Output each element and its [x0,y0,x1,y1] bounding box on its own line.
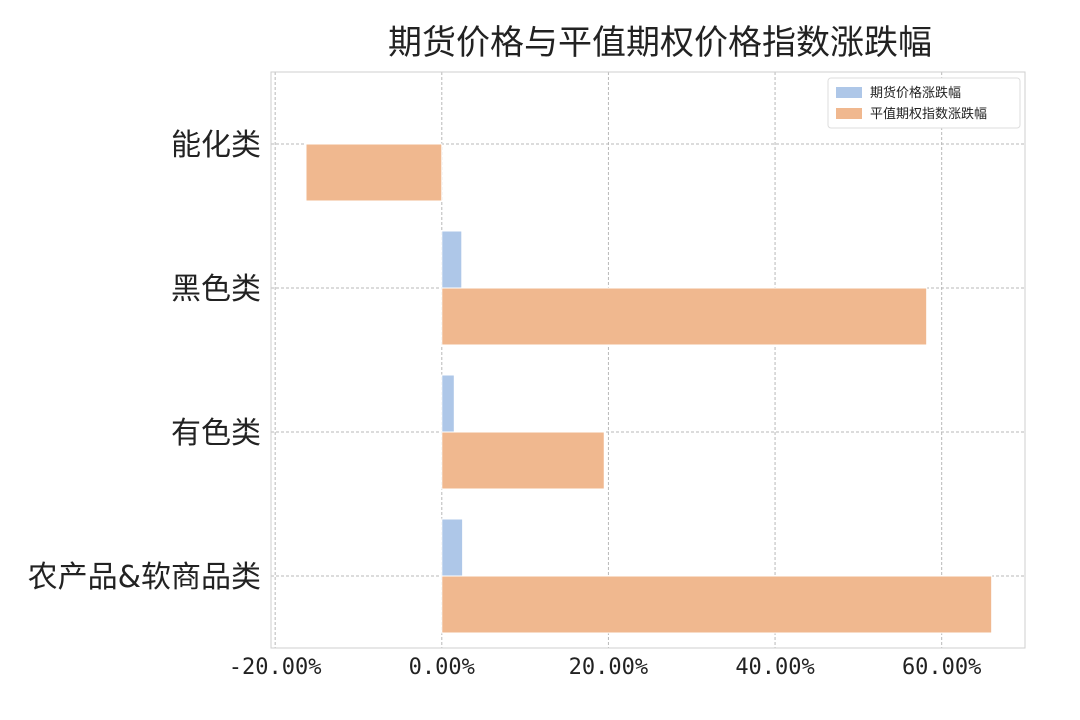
bar-atm-option-index-change [441,287,928,346]
category-label: 能化类 [171,128,261,163]
x-tick-label: 20.00% [569,655,648,680]
legend-label: 期货价格涨跌幅 [870,85,961,101]
x-tick-label: 40.00% [735,655,814,680]
category-label: 农产品&软商品类 [28,560,261,595]
plot-area-frame [270,71,1026,649]
bar-futures-change [441,230,463,289]
legend-swatch [836,108,862,119]
x-tick-label: 60.00% [902,655,981,680]
legend-swatch [836,87,862,98]
legend-label: 平值期权指数涨跌幅 [870,106,987,122]
x-tick-label: -20.00% [229,655,322,680]
y-axis-tick-labels: 农产品&软商品类 有色类 黑色类 能化类 [28,128,261,595]
x-tick-label: 0.00% [409,655,475,680]
bars-layer [305,143,993,634]
bar-atm-option-index-change [305,143,443,202]
category-label: 有色类 [171,416,261,451]
bar-futures-change [441,518,464,577]
chart-title: 期货价格与平值期权价格指数涨跌幅 [388,23,932,63]
category-label: 黑色类 [171,272,261,307]
x-axis-tick-labels: -20.00% 0.00% 20.00% 40.00% 60.00% [229,655,982,680]
bar-atm-option-index-change [441,431,605,490]
legend-box [827,77,1021,129]
bar-futures-change [441,374,455,433]
bar-atm-option-index-change [441,575,993,634]
